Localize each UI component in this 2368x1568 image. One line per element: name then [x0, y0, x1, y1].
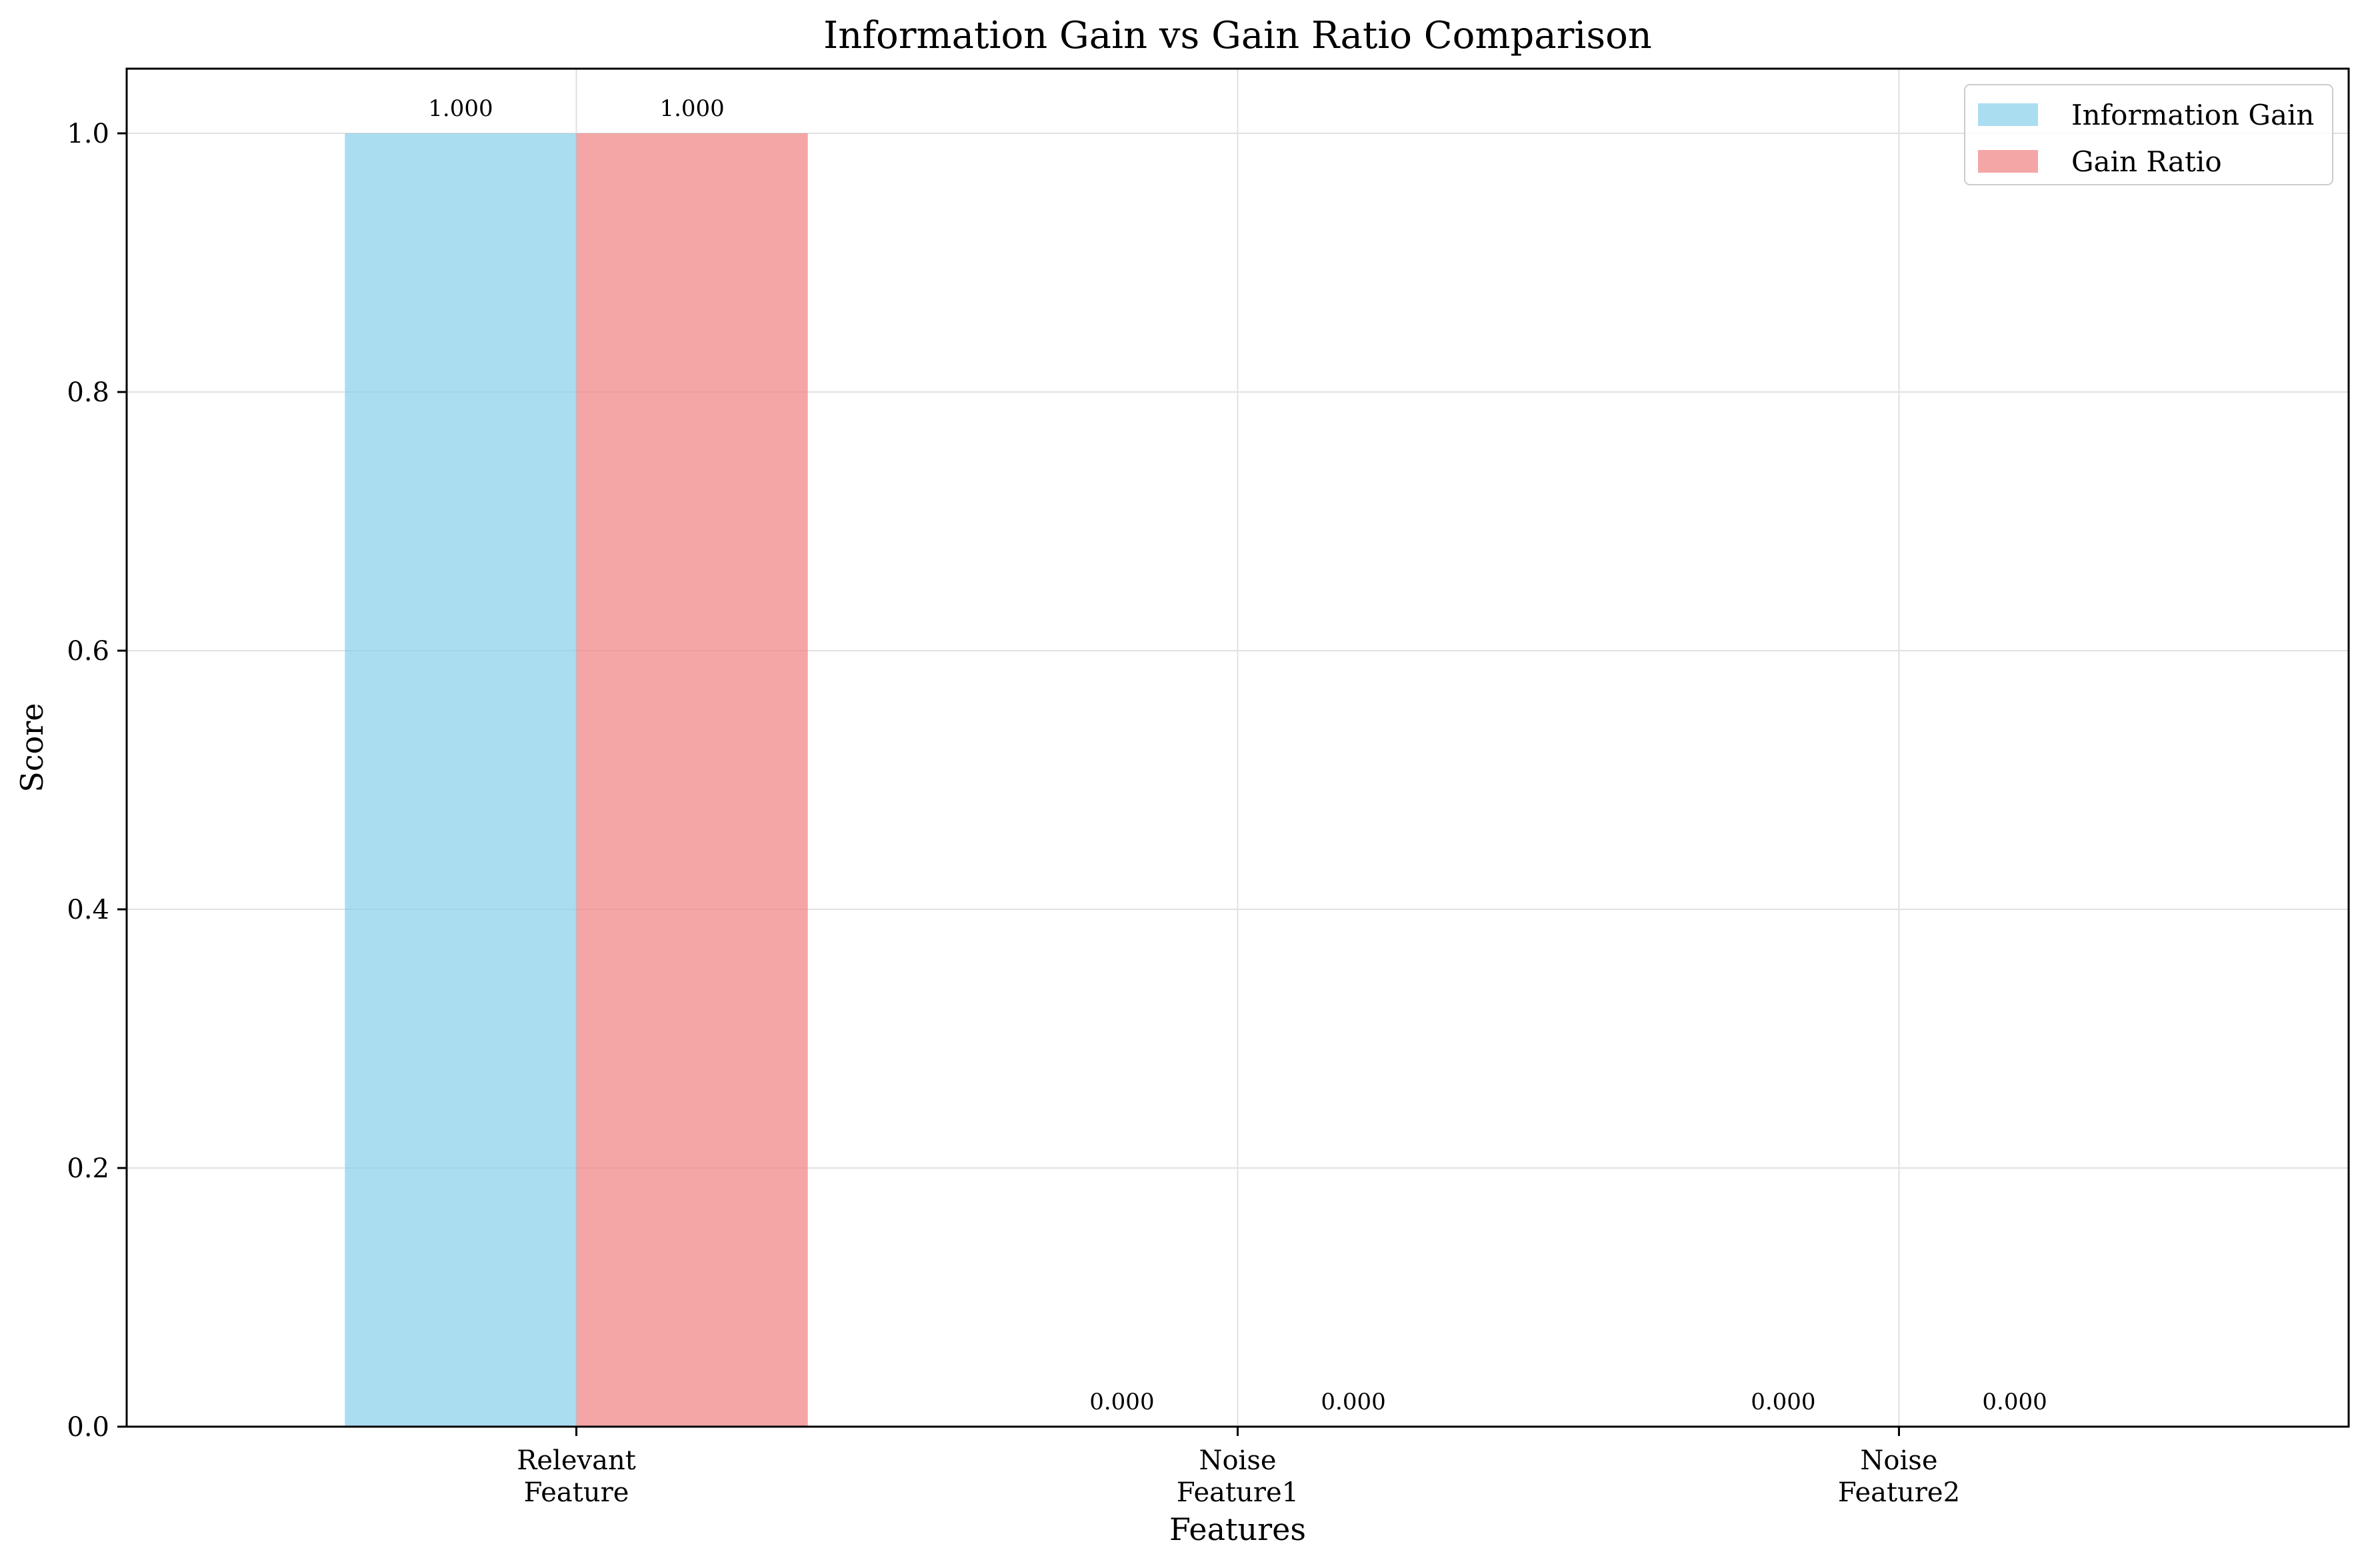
x-tick-label: Noise: [1199, 1445, 1276, 1476]
data-label: 0.000: [1321, 1389, 1385, 1415]
data-label: 1.000: [659, 95, 724, 122]
bar-information-gain: [345, 133, 577, 1427]
y-tick-label: 0.6: [67, 636, 109, 667]
legend-label: Information Gain: [2071, 99, 2315, 131]
data-label: 0.000: [1982, 1389, 2047, 1415]
data-label: 0.000: [1751, 1389, 1815, 1415]
x-axis-ticks: RelevantFeatureNoiseFeature1NoiseFeature…: [517, 1427, 1960, 1508]
x-axis-label: Features: [1169, 1511, 1306, 1547]
x-tick-label: Feature2: [1838, 1477, 1960, 1508]
legend-swatch: [1978, 150, 2038, 173]
y-tick-label: 0.4: [67, 895, 109, 925]
legend-swatch: [1978, 103, 2038, 126]
y-axis-ticks: 0.0 0.2 0.4 0.6 0.8 1.0: [67, 119, 127, 1443]
data-labels: 1.000 0.000 0.000 1.000 0.000 0.000: [428, 95, 2047, 1415]
y-tick-label: 0.8: [67, 377, 109, 408]
bars: [345, 133, 808, 1427]
bar-gain-ratio: [576, 133, 808, 1427]
data-label: 1.000: [428, 95, 493, 122]
y-tick-label: 1.0: [67, 119, 109, 149]
data-label: 0.000: [1089, 1389, 1154, 1415]
x-tick-label: Noise: [1860, 1445, 1937, 1476]
y-axis-label: Score: [14, 703, 50, 792]
x-tick-label: Relevant: [517, 1445, 636, 1476]
x-tick-label: Feature: [524, 1477, 629, 1508]
chart-title: Information Gain vs Gain Ratio Compariso…: [823, 14, 1652, 57]
legend: Information Gain Gain Ratio: [1964, 84, 2333, 185]
y-tick-label: 0.0: [67, 1412, 109, 1443]
x-tick-label: Feature1: [1177, 1477, 1299, 1508]
legend-label: Gain Ratio: [2071, 145, 2222, 178]
legend-box: [1964, 84, 2333, 185]
y-tick-label: 0.2: [67, 1153, 109, 1184]
